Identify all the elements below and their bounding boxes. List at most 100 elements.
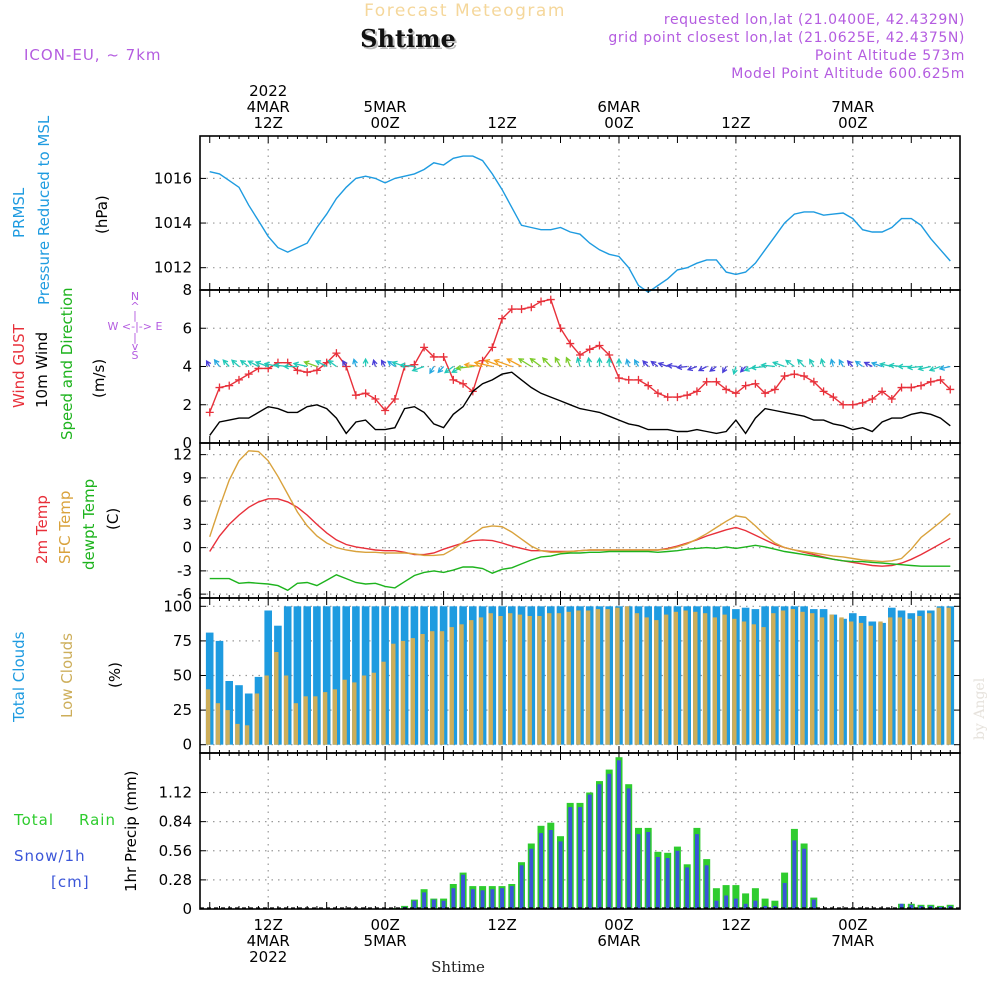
wind-ytick-label: 2 (182, 396, 192, 414)
wind-direction-arrow (352, 358, 358, 367)
low-clouds-bar (274, 652, 279, 745)
gust-marker (449, 375, 458, 384)
snow-bar (548, 830, 553, 909)
wind-direction-arrow (254, 360, 269, 368)
bottom-axis-label: 4MAR (247, 932, 290, 950)
low-clouds-bar (322, 692, 328, 745)
snow-bar (714, 900, 719, 909)
low-clouds-bar (878, 621, 883, 745)
gust-marker (225, 381, 234, 390)
gust-marker (312, 366, 321, 375)
wind-direction-arrow (554, 356, 562, 367)
wind-direction-arrow (625, 358, 631, 367)
wind-direction-arrow (917, 365, 931, 372)
wind-direction-arrow (314, 360, 327, 368)
sfc-temp-label: SFC Temp (56, 491, 74, 564)
gust-marker (917, 381, 926, 390)
temp-ytick-label: -6 (177, 585, 192, 603)
wind-direction-arrow (483, 358, 503, 368)
gust-marker (858, 398, 867, 407)
wind-direction-arrow (676, 364, 688, 371)
grid-point-coords: grid point closest lon,lat (21.0625E, 42… (608, 30, 965, 46)
total-clouds-bar (293, 606, 302, 745)
low-clouds-bar (449, 627, 454, 745)
bottom-axis-label: 12Z (721, 916, 750, 934)
wind-direction-arrow (247, 360, 259, 368)
snow-bar (802, 848, 807, 909)
gust-marker (809, 377, 818, 386)
wind-ytick-label: 8 (182, 281, 192, 299)
gust-marker (946, 385, 955, 394)
wind-direction-arrow (362, 357, 369, 367)
wind-ytick-label: 6 (182, 319, 192, 337)
precip-ytick-label: 0.84 (159, 813, 192, 831)
gust-marker (868, 395, 877, 404)
low-clouds-bar (936, 607, 942, 745)
dewpt-label: dewpt Temp (80, 479, 98, 570)
gust-marker (429, 352, 438, 361)
wind-direction-arrow (371, 358, 378, 367)
low-clouds-bar (254, 693, 260, 745)
low-clouds-bar (244, 725, 250, 745)
low-clouds-bar (702, 613, 708, 745)
snow-bar (733, 898, 738, 909)
wind-direction-arrow (846, 360, 854, 367)
gust-marker (741, 381, 750, 390)
gust-marker (234, 375, 243, 384)
bottom-axis-label: 00Z (838, 916, 867, 934)
snow-bar (451, 888, 456, 909)
bottom-axis-label: 00Z (604, 916, 633, 934)
low-clouds-bar (800, 611, 805, 745)
wind-direction-arrow (239, 359, 250, 368)
gust-marker (907, 383, 916, 392)
snow-bar (646, 832, 651, 909)
gust-marker (751, 379, 760, 388)
compass-s: S (132, 349, 139, 362)
snow-bar (753, 900, 758, 909)
precip-panel-labels: Total Rain Snow/1h [cm] 1hr Precip (mm) (13, 771, 140, 892)
rain-label-a: Total (13, 811, 54, 829)
gust-marker (887, 395, 896, 404)
rain-bar (771, 900, 779, 909)
wind-direction-arrow (863, 361, 873, 368)
wind-direction-arrow (854, 360, 863, 368)
plot-area: 10121014101602468-6-3036912025507510000.… (154, 82, 961, 966)
low-clouds-bar (888, 617, 893, 745)
low-clouds-bar (361, 675, 367, 745)
wind-direction-arrow (657, 361, 668, 368)
low-clouds-bar (205, 689, 211, 745)
low-clouds-bar (907, 618, 912, 745)
gust-marker (215, 383, 224, 392)
pressure-unit-label: (hPa) (93, 195, 111, 234)
snow-bar (490, 889, 495, 909)
wind-direction-arrow (387, 360, 396, 368)
low-clouds-label: Low Clouds (58, 633, 76, 718)
wind-direction-arrow (493, 358, 513, 368)
rain-bar (751, 888, 759, 909)
low-clouds-bar (576, 610, 581, 745)
rain-bar (712, 888, 720, 909)
snow-bar (441, 900, 446, 909)
rain-label-b: Rain (79, 811, 116, 829)
compass-we: W <-|-> E (108, 320, 163, 333)
temp-ytick-label: 12 (173, 446, 192, 464)
wind-panel: 0 2 4 6 8 (182, 281, 961, 452)
low-clouds-bar (946, 607, 951, 745)
wind-direction-arrow (838, 358, 844, 367)
snow-bar (461, 874, 465, 909)
low-clouds-bar (556, 613, 562, 745)
wind-direction-arrow (342, 359, 348, 367)
low-clouds-bar (430, 631, 435, 745)
bottom-axis-label: 7MAR (831, 932, 874, 950)
gust-marker (673, 393, 682, 402)
snow-bar (782, 883, 787, 909)
wind-direction-arrow (213, 358, 221, 367)
low-clouds-bar (917, 616, 922, 745)
gust-marker (829, 393, 838, 402)
low-clouds-bar (235, 723, 240, 745)
clouds-panel: 0 25 50 75 100 (163, 597, 961, 754)
low-clouds-bar (371, 672, 376, 745)
low-clouds-bar (654, 620, 659, 745)
wind-direction-arrow (686, 365, 698, 372)
wind-direction-arrow (906, 364, 922, 371)
